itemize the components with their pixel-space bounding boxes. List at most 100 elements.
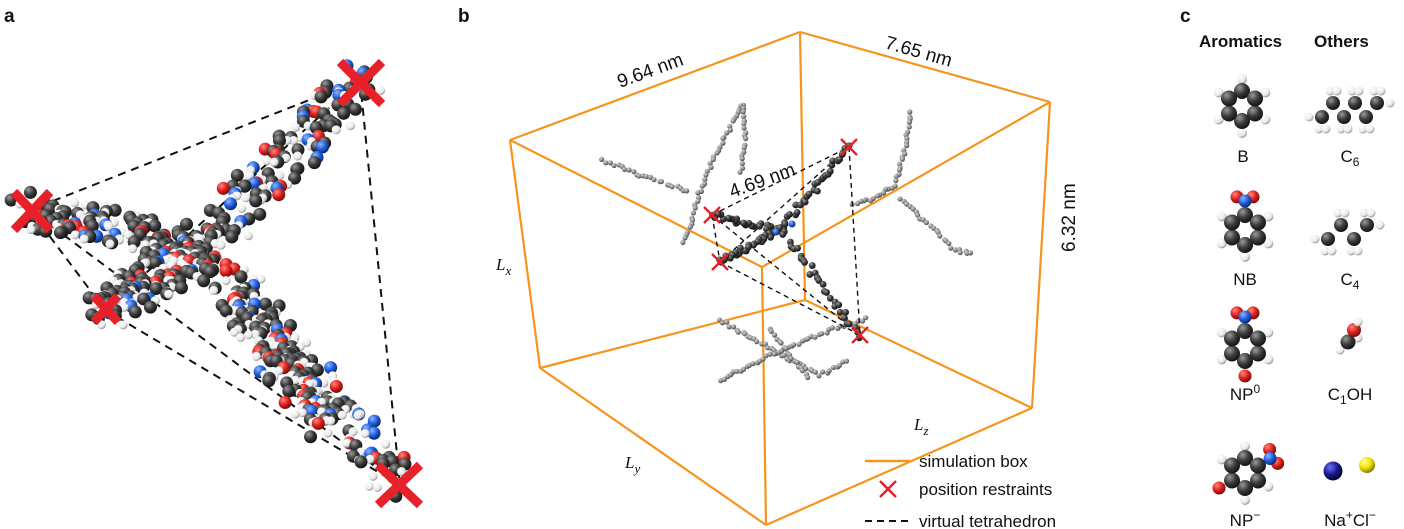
hydrogen-atom xyxy=(1216,327,1227,338)
carbon-atom xyxy=(203,265,217,279)
image-bead xyxy=(771,351,778,357)
carbon-atom xyxy=(1237,480,1253,496)
image-bead xyxy=(819,369,826,375)
hydrogen-atom xyxy=(243,231,253,241)
hydrogen-atom xyxy=(104,222,114,232)
nitrogen-atom xyxy=(324,361,338,375)
restraint-markers-b xyxy=(703,138,869,344)
image-bead xyxy=(967,250,974,256)
chain-bead xyxy=(836,308,844,316)
hydrogen-atom xyxy=(360,428,370,438)
panel-b-letter: b xyxy=(458,6,470,27)
image-bead xyxy=(754,339,760,345)
hydrogen-atom xyxy=(275,170,285,180)
image-bead xyxy=(783,345,789,352)
image-bead xyxy=(819,330,825,337)
hydrogen-atom xyxy=(251,351,261,361)
panel-c-letter: c xyxy=(1180,6,1191,27)
image-bead xyxy=(695,190,701,196)
label-c4: C4 xyxy=(1341,270,1360,292)
carbon-atom xyxy=(354,455,368,469)
hydrogen-atom xyxy=(1325,86,1335,96)
hydrogen-atom xyxy=(1216,238,1227,249)
carbon-atom xyxy=(53,226,67,240)
carbon-atom xyxy=(288,171,302,185)
carbon-atom xyxy=(1237,207,1253,223)
legend-tetra-label: virtual tetrahedron xyxy=(919,512,1056,529)
image-bead xyxy=(703,172,709,178)
label-nb: NB xyxy=(1233,270,1257,289)
carbon-atom xyxy=(1221,90,1238,107)
hydrogen-atom xyxy=(1240,252,1250,262)
image-bead xyxy=(734,368,740,374)
carbon-atom xyxy=(1321,232,1335,246)
carbon-atom xyxy=(23,185,37,199)
hydrogen-atom xyxy=(1263,238,1274,249)
dim-9-64: 9.64 nm xyxy=(615,49,687,92)
hydrogen-atom xyxy=(1353,317,1363,327)
carbon-atom xyxy=(1359,110,1373,124)
chain-bead xyxy=(781,220,789,228)
hydrogen-atom xyxy=(1240,441,1250,451)
dim-4-69: 4.69 nm xyxy=(727,159,799,202)
image-bead xyxy=(899,156,906,162)
molecule-gallery xyxy=(1212,74,1395,505)
carbon-atom xyxy=(1237,353,1253,369)
image-bead xyxy=(897,161,903,167)
image-bead xyxy=(952,247,958,253)
image-bead xyxy=(680,239,686,246)
chain-bead xyxy=(806,271,814,278)
carbon-atom xyxy=(1224,457,1241,474)
carbon-atom xyxy=(262,374,276,388)
carbon-atom xyxy=(1221,105,1238,122)
hydrogen-atom xyxy=(1213,87,1224,98)
image-bead xyxy=(695,198,701,204)
carbon-atom xyxy=(143,300,157,314)
image-bead xyxy=(720,140,726,146)
image-bead xyxy=(778,340,784,346)
hydrogen-atom xyxy=(1213,114,1224,125)
image-bead xyxy=(730,324,737,330)
carbon-atom xyxy=(337,106,351,120)
image-bead xyxy=(599,156,605,162)
hydrogen-atom xyxy=(337,410,347,420)
image-bead xyxy=(946,240,952,247)
image-bead xyxy=(859,318,866,324)
carbon-atom xyxy=(1237,237,1253,253)
carbon-atom xyxy=(1249,472,1266,489)
image-bead xyxy=(727,127,734,133)
chain-bead xyxy=(801,198,809,206)
image-bead xyxy=(611,162,617,169)
carbon-atom xyxy=(1224,214,1241,231)
carbon-atom xyxy=(282,384,296,398)
nitrogen-atom xyxy=(1238,194,1252,208)
hydrogen-atom xyxy=(1314,124,1324,134)
carbon-atom xyxy=(348,102,362,116)
chain-bead xyxy=(814,187,821,195)
chain-bead xyxy=(819,280,827,288)
chain-bead xyxy=(842,308,850,316)
image-bead xyxy=(607,160,614,166)
carbon-atom xyxy=(1246,105,1263,122)
image-bead xyxy=(714,150,720,156)
carbon-atom xyxy=(238,179,252,193)
hydrogen-atom xyxy=(397,466,407,476)
image-bead xyxy=(893,173,899,180)
carbon-atom xyxy=(1370,96,1384,110)
image-bead xyxy=(651,177,657,183)
carbon-atom xyxy=(180,217,194,231)
hydrogen-atom xyxy=(290,409,300,419)
hydrogen-atom xyxy=(70,198,80,208)
image-bead xyxy=(699,183,705,189)
oxygen-atom xyxy=(1212,481,1226,495)
image-bead xyxy=(768,328,774,334)
panel-a-molecule xyxy=(4,59,412,503)
hydrogen-atom xyxy=(331,125,341,135)
carbon-atom xyxy=(1334,218,1348,232)
carbon-atom xyxy=(234,270,248,284)
image-bead xyxy=(855,200,861,207)
hydrogen-atom xyxy=(237,203,247,213)
image-bead xyxy=(741,145,747,151)
carbon-atom xyxy=(149,282,163,296)
hydrogen-atom xyxy=(381,439,391,449)
